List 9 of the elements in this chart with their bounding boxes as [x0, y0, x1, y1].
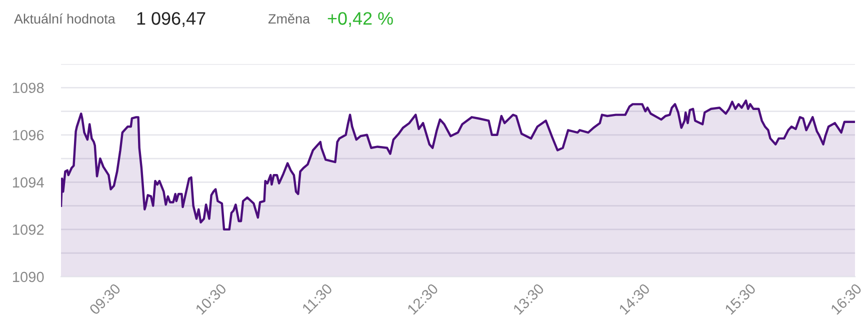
y-tick-label: 1094: [13, 177, 44, 188]
text: Změna: [268, 14, 310, 24]
text: 1 096,47: [137, 12, 206, 27]
text: +0,42 %: [328, 12, 393, 27]
y-tick-label: 1096: [13, 130, 44, 140]
y-tick-label: 1090: [13, 272, 44, 282]
y-tick-label: 1098: [13, 82, 44, 94]
text: Aktuální hodnota: [14, 14, 116, 24]
y-tick-label: 1092: [13, 224, 44, 235]
